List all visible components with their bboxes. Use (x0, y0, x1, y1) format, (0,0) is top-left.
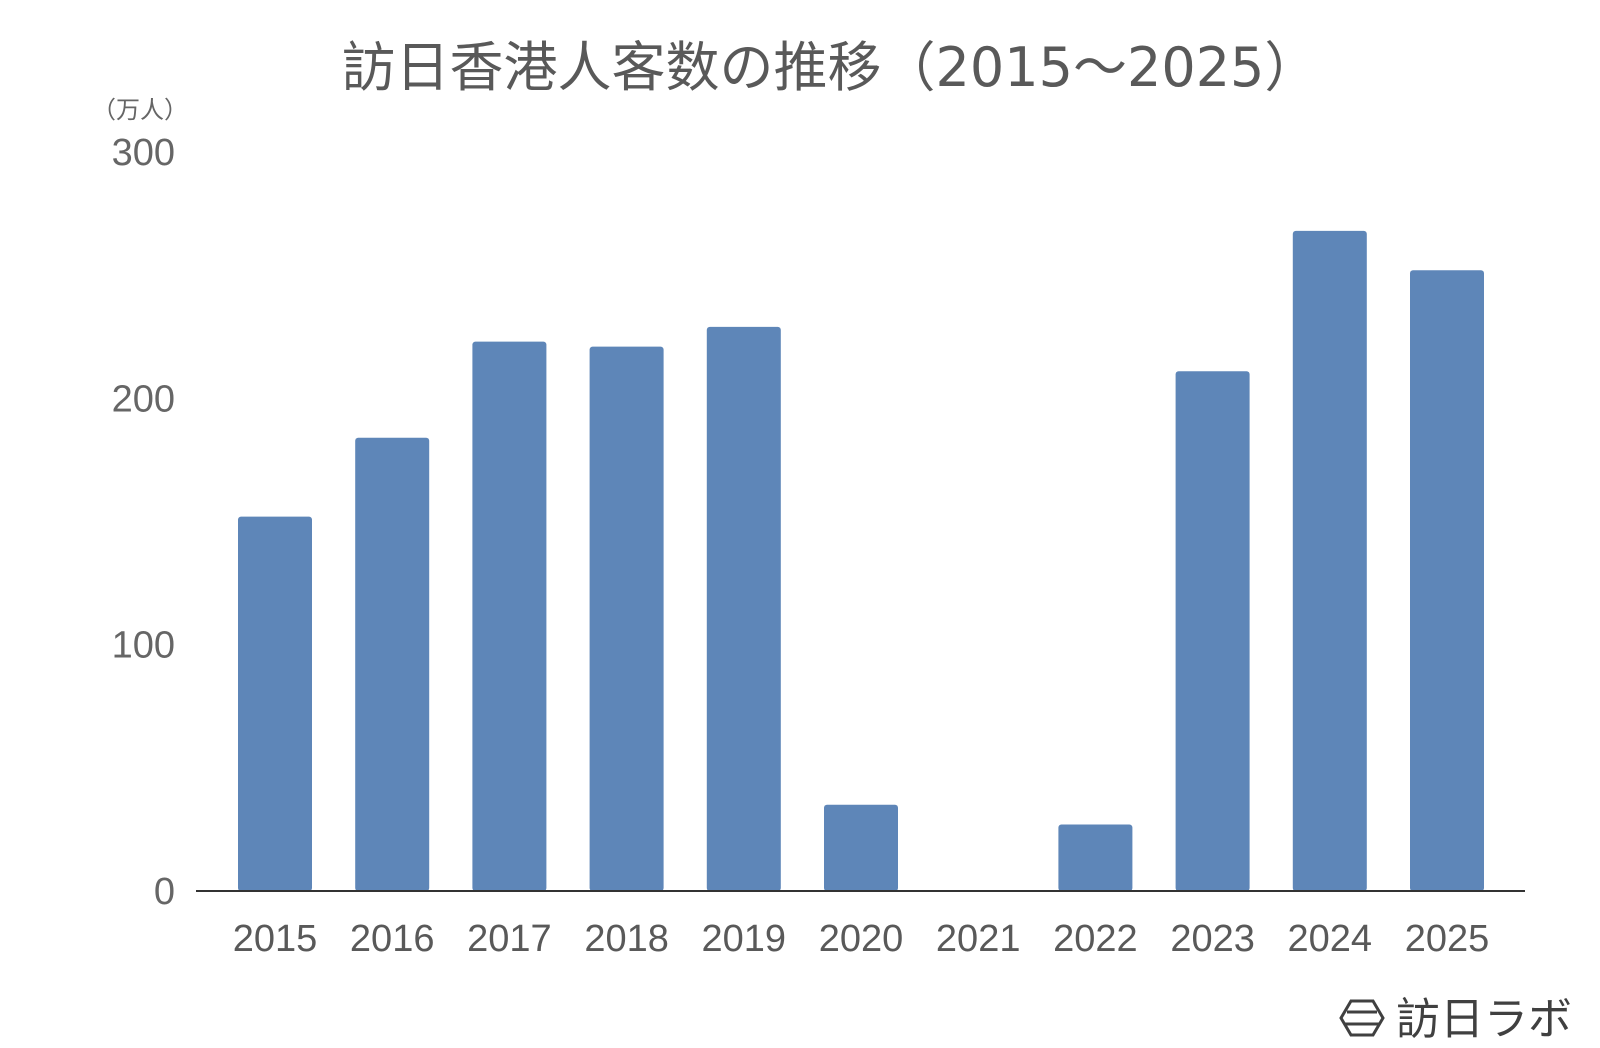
chart-title: 訪日香港人客数の推移（2015〜2025） (342, 36, 1319, 99)
brand-logo: 訪日ラボ (1339, 994, 1572, 1045)
x-tick-label: 2016 (350, 918, 435, 960)
x-tick-label: 2018 (584, 918, 669, 960)
x-tick-label: 2020 (819, 918, 904, 960)
y-axis-ticks: 0 100 200 300 (112, 132, 175, 913)
x-tick-label: 2015 (233, 918, 318, 960)
x-tick-label: 2021 (936, 918, 1021, 960)
y-tick-label: 300 (112, 132, 175, 174)
bar-2023 (1175, 371, 1250, 891)
y-tick-label: 0 (154, 871, 175, 913)
bar-2022 (1058, 824, 1133, 891)
bar-2020 (824, 804, 898, 891)
bars-group (238, 230, 1484, 892)
bar-2016 (355, 437, 430, 891)
bar-2025 (1410, 270, 1484, 891)
x-tick-label: 2017 (467, 918, 552, 960)
x-tick-label: 2023 (1170, 918, 1255, 960)
y-axis-unit-label: （万人） (92, 96, 188, 124)
hexagon-logo-icon (1339, 999, 1385, 1037)
y-tick-label: 200 (112, 378, 175, 420)
x-axis-ticks: 2015 2016 2017 2018 2019 2020 2021 2022 2023 2024… (233, 918, 1490, 960)
bar-2019 (706, 326, 781, 891)
x-tick-label: 2022 (1053, 918, 1138, 960)
x-tick-label: 2025 (1405, 918, 1490, 960)
x-tick-label: 2024 (1288, 918, 1373, 960)
bar-2018 (589, 346, 664, 891)
bar-2024 (1292, 230, 1367, 891)
x-tick-label: 2019 (702, 918, 787, 960)
brand-name: 訪日ラボ (1396, 994, 1572, 1045)
bar-2015 (238, 516, 312, 891)
y-tick-label: 100 (112, 625, 175, 667)
bar-2017 (472, 341, 547, 892)
